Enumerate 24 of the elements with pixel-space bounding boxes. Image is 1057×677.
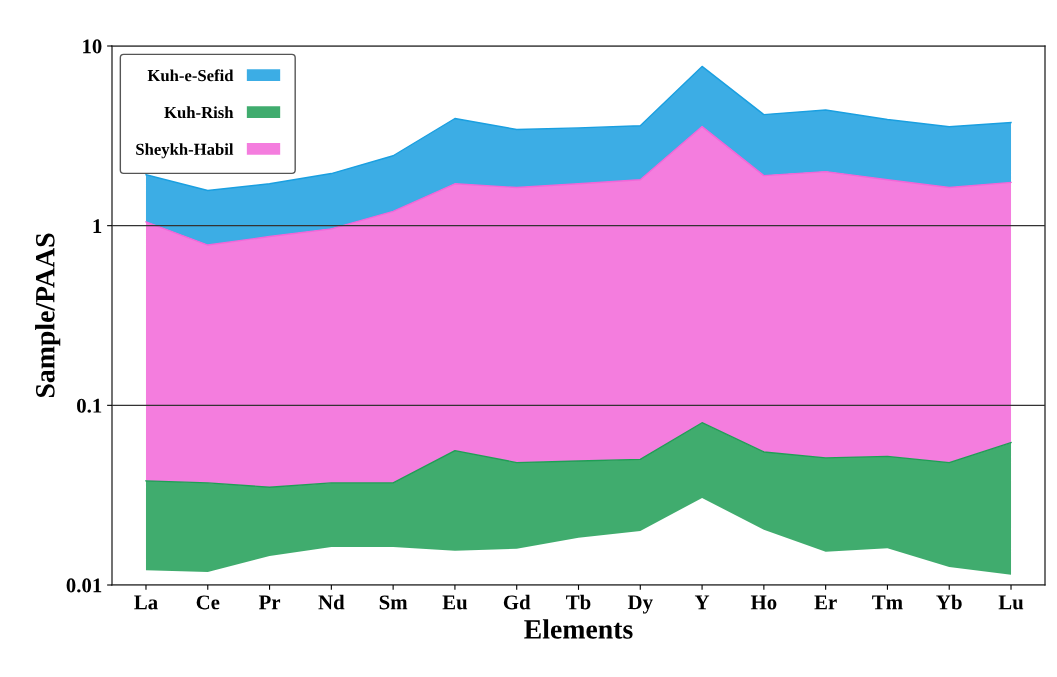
x-axis-title: Elements [524, 619, 633, 639]
x-tick-label: Y [694, 595, 710, 610]
legend-label: Kuh-Rish [164, 106, 234, 119]
y-tick-label: 0.1 [77, 398, 102, 413]
x-tick-label: Dy [627, 595, 653, 614]
y-tick-label: 0.01 [66, 578, 102, 593]
x-tick-label: Er [814, 595, 837, 610]
x-tick-label: Gd [503, 594, 531, 610]
x-tick-label: Sm [379, 595, 408, 610]
y-axis-title: Sample/PAAS [35, 233, 61, 398]
x-tick-label: La [134, 595, 158, 610]
x-tick-label: Pr [258, 595, 281, 610]
legend-label: Kuh-e-Sefid [147, 69, 234, 82]
x-tick-label: Tb [566, 594, 591, 610]
y-tick-label: 10 [83, 39, 102, 54]
x-tick-label: Nd [318, 594, 345, 610]
x-tick-label: Eu [442, 595, 468, 610]
legend-label: Sheykh-Habil [136, 143, 234, 159]
x-tick-label: Tm [872, 595, 903, 610]
x-tick-label: Ce [196, 595, 220, 610]
x-tick-label: Ho [750, 595, 777, 610]
y-tick-label: 1 [93, 219, 102, 233]
x-tick-label: Yb [936, 594, 962, 610]
x-tick-label: Lu [998, 595, 1024, 610]
